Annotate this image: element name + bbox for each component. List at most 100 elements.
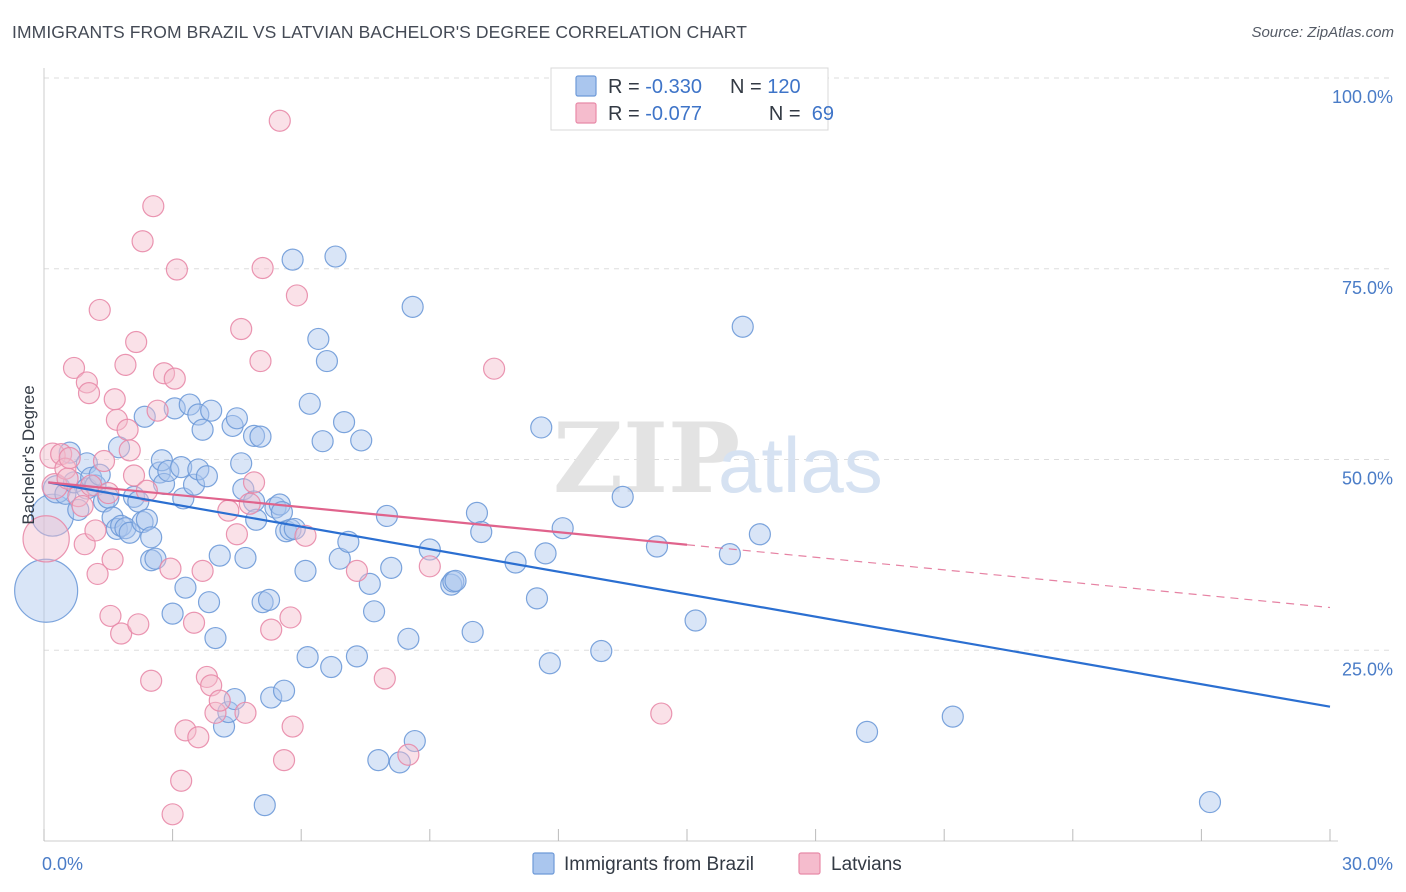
- y-tick-labels: 25.0% 50.0% 75.0% 100.0%: [1332, 87, 1393, 679]
- brazil-point: [444, 569, 467, 592]
- brazil-point: [530, 416, 553, 439]
- legend-n-label-brazil: N =: [730, 76, 767, 98]
- bottom-legend-latvians: Latvians: [831, 854, 902, 875]
- brazil-point: [281, 248, 304, 271]
- brazil-point: [217, 700, 240, 724]
- brazil-point: [748, 523, 771, 546]
- legend-n-value-latvians: 69: [806, 103, 834, 125]
- brazil-point: [298, 392, 321, 415]
- brazil-point: [1198, 790, 1222, 814]
- latvians-point: [92, 449, 116, 473]
- latvians-point: [116, 418, 139, 441]
- latvians-point: [251, 256, 274, 280]
- latvians-point: [122, 464, 146, 487]
- brazil-point: [133, 405, 156, 428]
- brazil-point: [401, 295, 424, 318]
- latvians-point: [234, 701, 257, 724]
- y-tick-label-25: 25.0%: [1342, 659, 1393, 679]
- brazil-point: [208, 544, 231, 567]
- latvians-point: [187, 726, 210, 749]
- latvians-point: [249, 349, 272, 373]
- legend-n-brazil: N = 120: [730, 76, 801, 98]
- y-tick-label-100: 100.0%: [1332, 87, 1393, 107]
- brazil-point: [174, 576, 197, 599]
- latvians-point: [208, 689, 231, 712]
- latvians-point: [345, 559, 369, 582]
- brazil-point: [367, 749, 390, 772]
- latvians-point: [62, 356, 86, 380]
- latvians-point: [127, 613, 150, 636]
- latvians-point: [71, 494, 94, 518]
- brazil-point: [538, 652, 561, 675]
- brazil-point: [534, 542, 557, 565]
- brazil-point: [525, 587, 549, 610]
- latvians-point: [174, 719, 197, 742]
- brazil-point: [296, 646, 319, 669]
- legend-row-latvians: R = -0.077: [608, 103, 702, 125]
- legend-row-brazil: R = -0.330: [608, 76, 702, 98]
- brazil-point: [345, 645, 369, 668]
- latvians-point: [159, 557, 182, 580]
- brazil-point: [221, 414, 244, 438]
- latvians-point: [260, 618, 283, 641]
- brazil-point: [403, 729, 426, 753]
- trend-line-latvians-extension: [686, 544, 1331, 609]
- brazil-point: [718, 543, 741, 566]
- brazil-point: [294, 559, 317, 582]
- stats-legend: R = -0.330 N = 120 R = -0.077 N = 69: [550, 67, 862, 131]
- latvians-point: [182, 611, 206, 634]
- bottom-swatch-latvians: [798, 852, 821, 875]
- trend-line-latvians: [48, 481, 688, 546]
- legend-r-value-brazil: -0.330: [645, 76, 702, 98]
- brazil-point: [311, 430, 334, 453]
- latvians-point: [142, 195, 165, 218]
- latvians-point: [418, 555, 441, 578]
- y-tick-label-50: 50.0%: [1342, 469, 1393, 489]
- latvians-point: [272, 749, 296, 772]
- bottom-legend-brazil: Immigrants from Brazil: [564, 854, 754, 875]
- bottom-swatch-brazil: [532, 852, 555, 875]
- y-tick-label-75: 75.0%: [1342, 278, 1393, 298]
- latvians-point: [88, 298, 111, 322]
- latvians-point: [114, 353, 137, 376]
- brazil-point: [197, 591, 221, 614]
- brazil-point: [307, 327, 330, 351]
- brazil-point: [388, 751, 411, 774]
- brazil-point: [150, 449, 173, 472]
- latvians-point: [22, 515, 70, 563]
- brazil-point: [135, 508, 158, 531]
- x-tick-label-max: 30.0%: [1342, 854, 1393, 874]
- latvians-point: [170, 769, 193, 792]
- brazil-point: [465, 501, 489, 525]
- latvians-point: [163, 367, 186, 390]
- latvians-point: [294, 524, 317, 547]
- latvians-point: [225, 523, 248, 546]
- trend-lines: [48, 481, 1331, 708]
- brazil-point: [324, 245, 347, 268]
- chart-title: IMMIGRANTS FROM BRAZIL VS LATVIAN BACHEL…: [12, 22, 747, 42]
- brazil-point: [350, 429, 373, 452]
- x-tick-label-min: 0.0%: [42, 854, 83, 874]
- brazil-point: [242, 424, 266, 447]
- latvians-point: [140, 669, 163, 692]
- brazil-point: [731, 315, 754, 338]
- latvians-point: [191, 559, 214, 582]
- latvians-point: [373, 667, 396, 690]
- latvians-point: [125, 330, 148, 354]
- series-legend: Immigrants from Brazil Latvians: [532, 852, 902, 875]
- brazil-point: [80, 466, 103, 489]
- latvians-point: [165, 258, 188, 281]
- latvians-point: [103, 388, 126, 411]
- brazil-point: [470, 520, 493, 544]
- brazil-point: [230, 452, 253, 475]
- legend-r-label-latvians: R =: [608, 103, 645, 125]
- brazil-point: [332, 411, 356, 434]
- x-tick-marks: [43, 829, 1331, 841]
- latvians-point: [268, 109, 291, 132]
- brazil-point: [684, 609, 707, 632]
- watermark: ZIP atlas: [553, 402, 883, 515]
- latvians-point: [217, 499, 240, 522]
- legend-n-latvians: N = 69: [730, 103, 862, 125]
- latvians-point: [230, 317, 253, 341]
- brazil-point: [551, 517, 574, 540]
